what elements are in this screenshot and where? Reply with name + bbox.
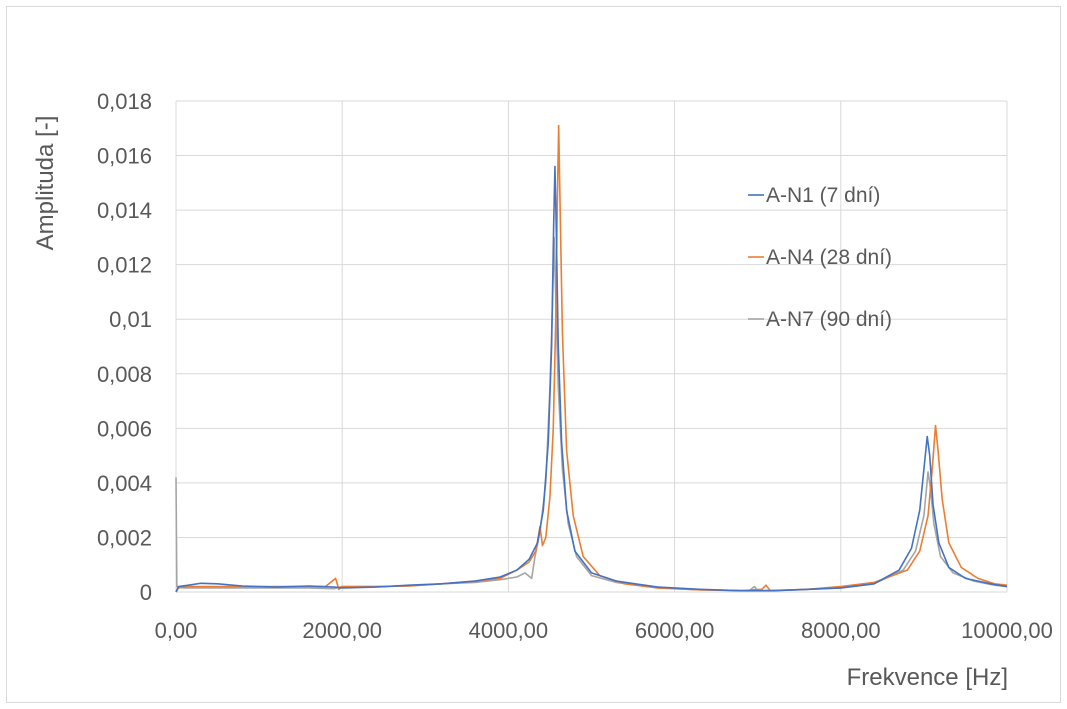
- legend-label: A-N1 (7 dní): [766, 184, 880, 207]
- legend-label: A-N4 (28 dní): [766, 246, 892, 269]
- x-tick-label: 0,00: [155, 618, 198, 643]
- grid-layer: [175, 100, 1008, 593]
- y-tick-label: 0,014: [97, 198, 152, 223]
- y-tick-label: 0,016: [97, 144, 152, 169]
- y-tick-label: 0,002: [97, 525, 152, 550]
- y-axis-title: Amplituda [-]: [32, 116, 59, 251]
- y-tick-label: 0,018: [97, 89, 152, 114]
- y-tick-label: 0,006: [97, 416, 152, 441]
- x-tick-label: 8000,00: [801, 618, 881, 643]
- y-tick-label: 0,008: [97, 362, 152, 387]
- x-tick-label: 6000,00: [635, 618, 715, 643]
- x-tick-label: 4000,00: [469, 618, 549, 643]
- y-tick-label: 0,01: [109, 307, 152, 332]
- x-axis-title: Frekvence [Hz]: [847, 664, 1008, 691]
- series-line: [175, 165, 1008, 593]
- y-tick-label: 0,004: [97, 471, 152, 496]
- series-line: [175, 124, 1008, 593]
- series-layer: [175, 124, 1008, 593]
- x-tick-label: 10000,00: [961, 618, 1053, 643]
- tick-layer: 0 0,002 0,004 0,006 0,008 0,01 0,012 0,014 0,016…: [97, 89, 1053, 643]
- legend: A-N1 (7 dní) A-N4 (28 dní) A-N7 (90 dní): [748, 184, 892, 331]
- y-tick-label: 0: [140, 580, 152, 605]
- x-tick-label: 2000,00: [302, 618, 382, 643]
- y-tick-label: 0,012: [97, 253, 152, 278]
- legend-label: A-N7 (90 dní): [766, 308, 892, 331]
